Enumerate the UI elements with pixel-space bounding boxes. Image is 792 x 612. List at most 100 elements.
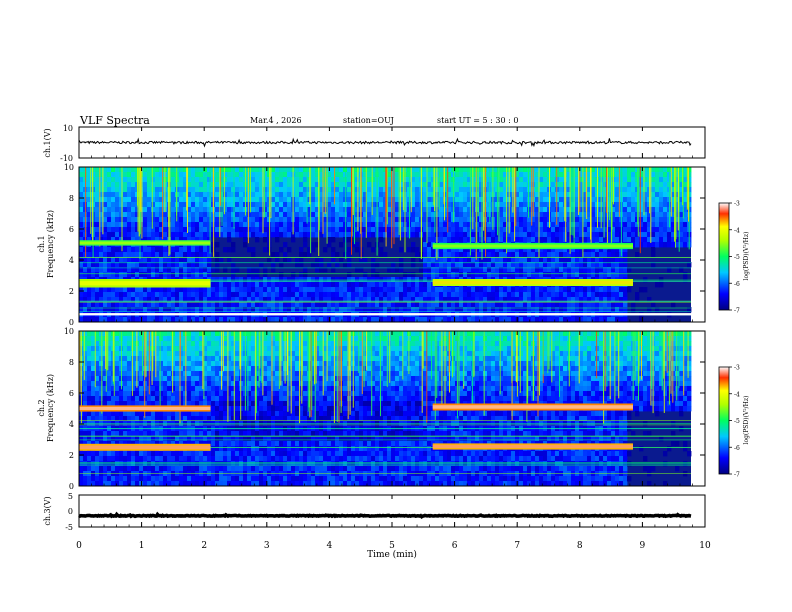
spectrogram-cell — [603, 212, 608, 218]
spectrogram-cell — [391, 212, 396, 218]
spectrogram-cell — [91, 416, 96, 422]
spectrogram-cell — [395, 222, 400, 228]
spectrogram-cell — [659, 187, 664, 193]
spectrogram-cell — [79, 177, 84, 183]
spectrogram-cell — [139, 292, 144, 298]
spectrogram-cell — [567, 292, 572, 298]
spectrogram-cell — [191, 217, 196, 223]
spectrogram-cell — [183, 182, 188, 188]
spectrogram-cell — [331, 257, 336, 263]
spectrogram-cell — [87, 396, 92, 402]
spectrogram-cell — [179, 177, 184, 183]
spectrogram-cell — [203, 207, 208, 213]
spectrogram-cell — [487, 217, 492, 223]
spectrogram-cell — [619, 257, 624, 263]
spectrogram-cell — [203, 182, 208, 188]
spectrogram-cell — [371, 227, 376, 233]
spectrogram-cell — [195, 217, 200, 223]
spectrogram-cell — [511, 307, 516, 313]
spectrogram-cell — [519, 182, 524, 188]
spectrogram-cell — [379, 232, 384, 238]
spectrogram-cell — [355, 212, 360, 218]
spectrogram-cell — [83, 441, 88, 447]
spectrogram-cell — [655, 172, 660, 178]
spectrogram-cell — [323, 307, 328, 313]
spectrogram-cell — [391, 202, 396, 208]
spectrogram-cell — [383, 217, 388, 223]
spectrogram-cell — [247, 207, 252, 213]
spectrogram-cell — [607, 257, 612, 263]
spectrogram-cell — [347, 307, 352, 313]
spectrogram-cell — [271, 302, 276, 308]
spectrogram-cell — [207, 317, 212, 323]
spectrogram-cell — [347, 287, 352, 293]
spectrogram-cell — [255, 207, 260, 213]
spectrogram-cell — [147, 227, 152, 233]
spectrogram-cell — [255, 302, 260, 308]
spectrogram-cell — [91, 331, 96, 337]
spectrogram-cell — [319, 172, 324, 178]
spectrogram-cell — [275, 187, 280, 193]
spectrogram-cell — [515, 217, 520, 223]
spectrogram-cell — [247, 282, 252, 288]
spectrogram-cell — [451, 292, 456, 298]
spectrogram-cell — [539, 307, 544, 313]
spectrogram-cell — [411, 187, 416, 193]
spectrogram-cell — [319, 227, 324, 233]
spectrogram-cell — [187, 262, 192, 268]
spectrogram-cell — [255, 267, 260, 273]
spectrogram-cell — [427, 202, 432, 208]
spectrogram-cell — [487, 212, 492, 218]
spectrogram-cell — [635, 222, 640, 228]
spectrogram-cell — [499, 182, 504, 188]
spectrogram-cell — [143, 192, 148, 198]
spectrogram-cell — [519, 167, 524, 173]
spectrogram-cell — [223, 177, 228, 183]
spectrogram-cell — [87, 371, 92, 377]
spectrogram-cell — [147, 212, 152, 218]
spectrogram-cell — [431, 227, 436, 233]
spectrogram-cell — [115, 317, 120, 323]
spectrogram-cell — [531, 237, 536, 243]
spectrogram-cell — [115, 331, 120, 337]
spectrogram-cell — [307, 202, 312, 208]
spectrogram-cell — [479, 272, 484, 278]
spectrogram-cell — [207, 267, 212, 273]
spectrogram-cell — [87, 252, 92, 258]
spectrogram-cell — [467, 272, 472, 278]
spectrogram-cell — [123, 207, 128, 213]
spectrogram-cell — [203, 217, 208, 223]
spectrogram-cell — [471, 252, 476, 258]
spectrogram-cell — [95, 212, 100, 218]
spectrogram-cell — [367, 317, 372, 323]
spectrogram-cell — [319, 257, 324, 263]
spectrogram-cell — [227, 297, 232, 303]
spectrogram-cell — [415, 197, 420, 203]
spectrogram-cell — [567, 287, 572, 293]
spectrogram-cell — [383, 282, 388, 288]
spectrogram-cell — [95, 381, 100, 387]
spectrogram-cell — [295, 207, 300, 213]
spectrogram-cell — [111, 267, 116, 273]
spectrogram-cell — [503, 232, 508, 238]
spectrogram-cell — [367, 297, 372, 303]
spectrogram-cell — [467, 172, 472, 178]
spectrogram-cell — [463, 297, 468, 303]
spectrogram-cell — [623, 222, 628, 228]
spectrogram-cell — [635, 227, 640, 233]
spectrogram-cell — [267, 297, 272, 303]
spectrogram-cell — [655, 227, 660, 233]
spectrogram-cell — [91, 302, 96, 308]
spectrogram-cell — [579, 302, 584, 308]
spectrogram-cell — [235, 177, 240, 183]
spectrogram-cell — [487, 297, 492, 303]
spectrogram-cell — [595, 292, 600, 298]
spectrogram-cell — [511, 302, 516, 308]
spectrogram-cell — [119, 317, 124, 323]
spectrogram-cell — [671, 177, 676, 183]
spectrogram-cell — [119, 247, 124, 253]
spectrogram-cell — [639, 232, 644, 238]
spectrogram-cell — [671, 192, 676, 198]
spectrogram-cell — [579, 307, 584, 313]
spectrogram-cell — [519, 217, 524, 223]
